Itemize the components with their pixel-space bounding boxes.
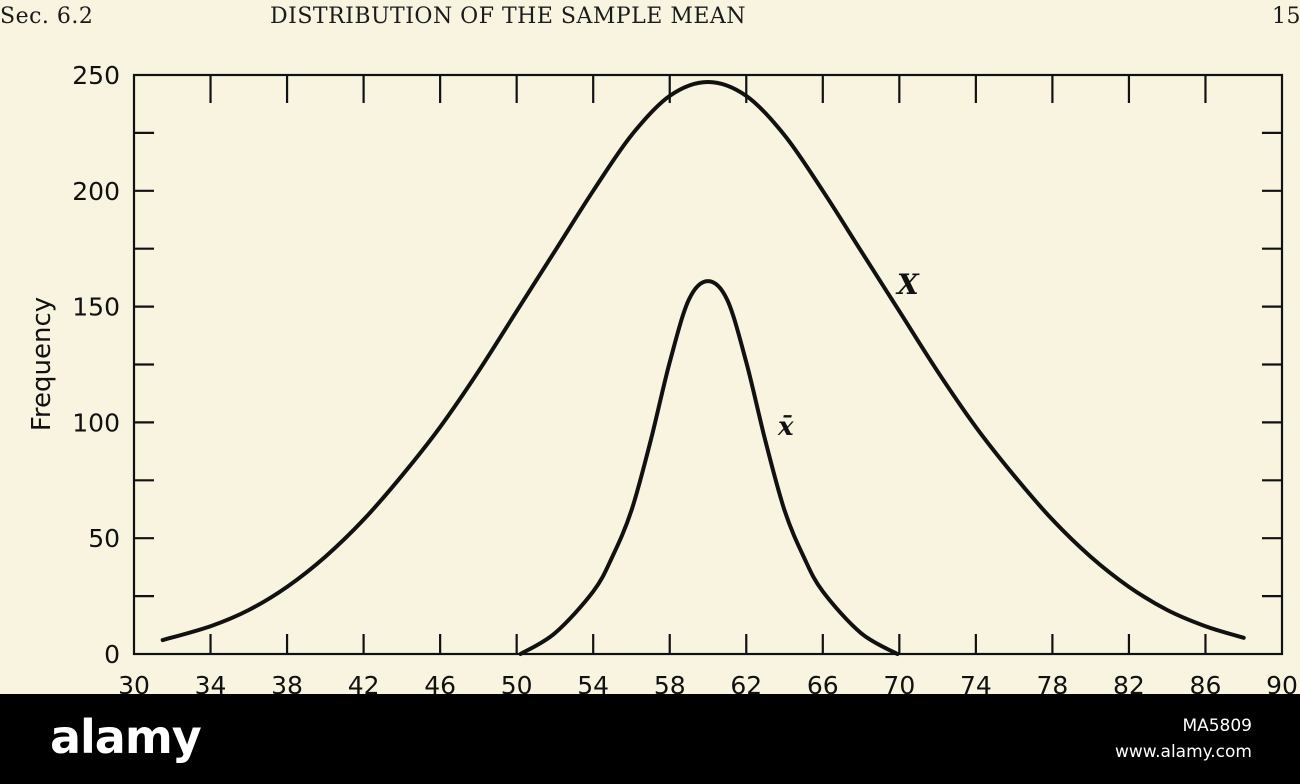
alamy-logo: alamy [50,710,202,764]
series-line-xbar [518,279,900,656]
y-tick-label: 50 [88,524,120,553]
x-tick-label: 62 [730,671,762,694]
frequency-chart: 30 34 38 42 46 50 54 58 62 66 70 74 78 82 86 90 0 50 100 1… [27,61,1298,694]
y-tick-labels: 0 50 100 150 200 250 [72,61,120,669]
y-tick-label: 0 [104,640,120,669]
x-tick-label: 58 [654,671,686,694]
series-label-xbar: x̄ [777,412,794,442]
plot-frame [132,73,1284,656]
y-axis-label: Frequency [27,297,57,431]
site-url: www.alamy.com [1114,742,1252,762]
y-tick-label: 200 [72,177,120,206]
page-heading: DISTRIBUTION OF THE SAMPLE MEAN [270,4,747,29]
y-tick-label: 100 [72,408,120,437]
x-tick-label: 90 [1266,671,1298,694]
series-line-x [160,79,1246,643]
x-tick-labels: 30 34 38 42 46 50 54 58 62 66 70 74 78 82 86 90 [118,671,1298,694]
y-tick-label: 150 [72,293,120,322]
y-tick-label: 250 [72,61,120,90]
image-id: MA5809 [1182,716,1252,736]
series-label-x: X [895,268,920,301]
x-tick-label: 42 [348,671,380,694]
x-tick-label: 66 [807,671,839,694]
x-tick-label: 86 [1190,671,1222,694]
x-tick-label: 82 [1113,671,1145,694]
x-tick-label: 50 [501,671,533,694]
x-tick-label: 78 [1036,671,1068,694]
x-tick-label: 30 [118,671,150,694]
x-tick-label: 70 [883,671,915,694]
page-number: 15 [1272,4,1300,29]
x-tick-label: 46 [424,671,456,694]
x-tick-label: 74 [960,671,992,694]
x-tick-label: 54 [577,671,609,694]
page-header: Sec. 6.2 DISTRIBUTION OF THE SAMPLE MEAN… [0,0,1300,40]
axis-ticks [134,75,1282,654]
section-number: Sec. 6.2 [0,4,94,29]
x-tick-label: 34 [195,671,227,694]
x-tick-label: 38 [271,671,303,694]
series-group [160,79,1246,656]
footer-bar: alamy MA5809 www.alamy.com [0,694,1300,784]
